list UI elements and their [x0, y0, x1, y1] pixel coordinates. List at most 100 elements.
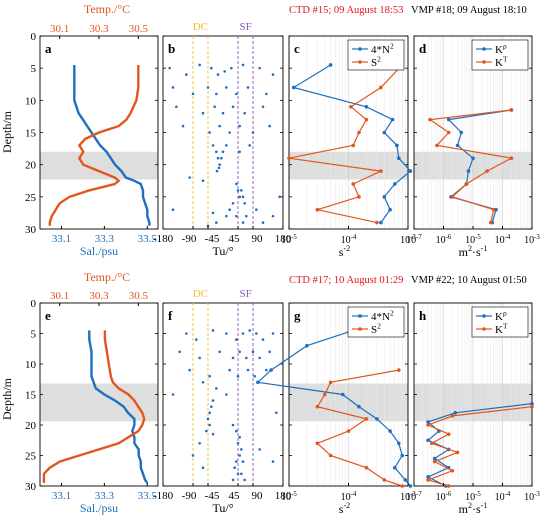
row-1: a0 5 10 15 20 25 30 33.1 33.3 33.5 Sal./psu 30.1 30.…: [25, 21, 540, 259]
series-line: [428, 109, 514, 223]
tu-point: [210, 405, 213, 409]
tu-point: [198, 356, 201, 360]
series-point: [446, 484, 451, 488]
panel-frame: [162, 302, 284, 487]
tu-point: [265, 368, 268, 372]
series-line: [292, 64, 412, 223]
tu-axis-label: Tu/°: [212, 501, 233, 515]
series-point: [403, 478, 408, 482]
tu-point: [238, 195, 241, 199]
series-point: [328, 453, 333, 458]
series-point: [395, 143, 399, 148]
tu-point: [168, 66, 171, 70]
legend-label: Kρ: [495, 309, 507, 323]
log-tick-label: 10-4: [495, 491, 511, 503]
tu-point: [278, 195, 281, 199]
series-point: [466, 169, 471, 173]
series-point: [429, 441, 434, 446]
log-tick-label: 10-6: [436, 491, 452, 503]
tu-point: [228, 208, 231, 211]
series-point: [388, 429, 392, 433]
sal-profile: [73, 65, 151, 226]
series-point: [393, 465, 397, 470]
series-point: [364, 117, 369, 122]
log-tick-label: 10-5: [281, 491, 297, 503]
panel-letter: h: [419, 308, 427, 323]
series-point: [491, 207, 496, 212]
log-tick-label: 10-7: [406, 234, 422, 246]
tu-point: [233, 466, 236, 470]
log-tick-label: 10-7: [406, 491, 422, 503]
series-point: [408, 484, 413, 488]
tu-tick-label: 45: [229, 490, 241, 502]
sal-tick-label: 33.1: [52, 233, 71, 245]
series-point: [459, 130, 464, 135]
log-tick-label: 10-3: [400, 491, 416, 503]
depth-label-bottom: Depth/m: [0, 377, 14, 420]
tu-point: [246, 368, 250, 372]
tu-tick-label: -45: [205, 490, 220, 502]
series-point: [450, 414, 455, 418]
tu-point: [225, 393, 228, 396]
tu-point: [238, 150, 241, 154]
tu-point: [243, 111, 246, 115]
series-point: [446, 432, 451, 436]
series-point: [426, 423, 430, 427]
tu-point: [215, 92, 218, 96]
depth-tick-label: 5: [31, 63, 37, 75]
tu-point: [238, 124, 241, 128]
tu-point: [191, 92, 195, 96]
tu-point: [236, 472, 240, 476]
tu-point: [211, 329, 215, 332]
series-point: [269, 368, 273, 372]
series-point: [530, 401, 534, 406]
tu-point: [211, 432, 215, 436]
depth-tick-label: 20: [25, 160, 37, 172]
tu-point: [235, 429, 238, 433]
tu-point: [201, 111, 205, 115]
series-point: [349, 104, 353, 109]
series-point: [426, 475, 430, 479]
panel-letter: d: [419, 41, 427, 56]
series-point: [379, 169, 383, 173]
tu-point: [251, 131, 255, 134]
tu-point: [241, 195, 245, 199]
sal-tick-label: 33.3: [95, 490, 115, 502]
tu-point: [228, 368, 231, 372]
legend-label: 4*N2: [371, 42, 394, 56]
tu-point: [215, 387, 218, 390]
series-point: [509, 156, 514, 161]
temp-tick-label: 30.3: [89, 23, 109, 35]
tu-point: [225, 144, 228, 147]
depth-tick-label: 15: [25, 390, 37, 402]
tu-point: [271, 332, 275, 335]
tu-point: [215, 169, 219, 173]
log-tick-label: 10-4: [341, 491, 357, 503]
series-point: [509, 108, 514, 112]
tu-point: [225, 86, 228, 89]
series-point: [346, 429, 351, 433]
log-tick-label: 10-5: [465, 491, 481, 503]
series-point: [364, 104, 369, 109]
tu-point: [225, 214, 228, 218]
tu-point: [171, 393, 175, 396]
tu-point: [243, 478, 246, 482]
series-point: [396, 156, 401, 161]
temp-tick-label: 30.1: [50, 290, 69, 302]
series-point: [453, 411, 458, 415]
tu-point: [268, 124, 271, 128]
depth-tick-label: 5: [31, 329, 37, 341]
tu-point: [268, 350, 271, 354]
series-point: [455, 143, 460, 148]
tu-point: [198, 442, 201, 445]
legend-marker: [358, 314, 362, 318]
panel-b: b DC SF -180 -90 -45 45 90 180 Tu/°: [153, 21, 292, 258]
legend-marker: [482, 60, 486, 64]
series-point: [382, 195, 387, 199]
series-point: [488, 220, 493, 225]
tu-point: [271, 73, 275, 76]
tu-point: [231, 423, 235, 427]
ctd-title-bottom: CTD #17; 10 August 01:29: [289, 275, 403, 286]
